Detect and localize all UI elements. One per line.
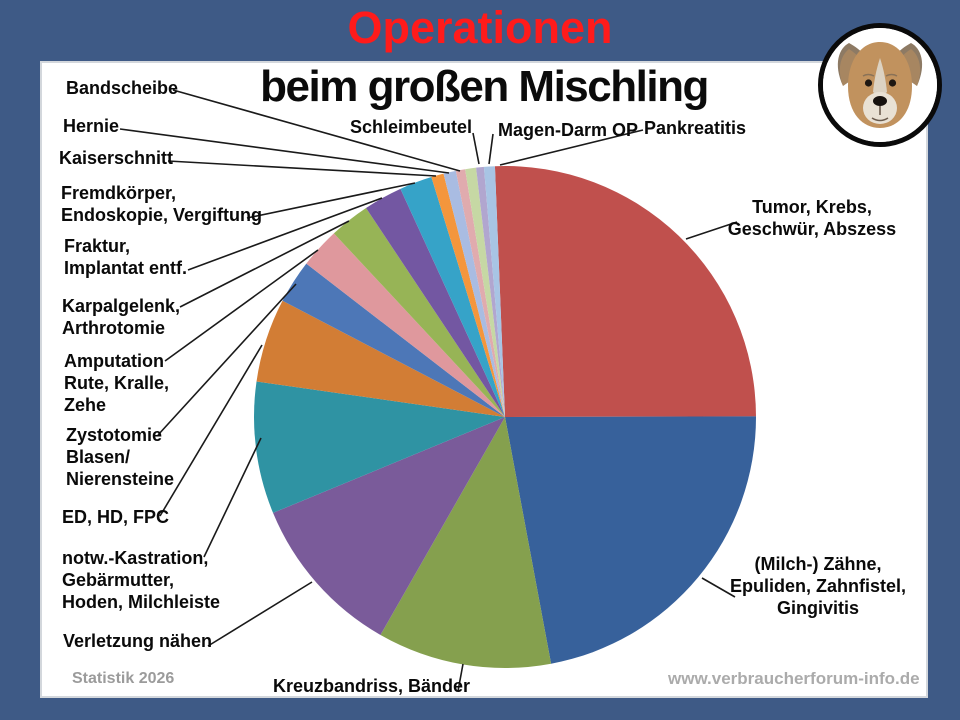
pie-slice-schleimbeutel[interactable] [465,167,505,417]
statistic-label: Statistik 2026 [72,670,175,687]
slice-label-bandscheibe: Bandscheibe [66,78,179,98]
slice-label-magen-darm-op: Magen-Darm OP [498,120,639,140]
website-label: www.verbraucherforum-info.de [668,669,920,688]
slice-label-hernie: Hernie [63,116,120,136]
pie-slice-bandscheibe[interactable] [455,169,505,417]
slice-label-ed-hd-fpc: ED, HD, FPC [62,507,170,527]
slide-title: Operationen [347,2,613,53]
pie-slice-ed-hd-fpc[interactable] [256,300,505,417]
slice-label-kaiserschnitt: Kaiserschnitt [59,148,174,168]
pie-slice-hernie[interactable] [443,170,505,417]
pie-slice-magen-darm-op[interactable] [476,166,505,417]
slice-label-karpalgelenk: Karpalgelenk, Arthrotomie [62,296,181,338]
slice-label-verletzung-naehen: Verletzung nähen [63,631,213,651]
slice-label-zystotomie: Zystotomie Blasen/ Nierensteine [66,425,175,489]
pie-slice-tumor[interactable] [494,165,756,417]
slice-label-fremdkoerper: Fremdkörper, Endoskopie, Vergiftung [61,183,263,225]
pie-slice-fraktur[interactable] [366,188,505,417]
pie-slice-pankreatitis[interactable] [483,166,505,417]
pie-slice-kastration[interactable] [254,381,505,513]
pie-slice-verletzung-naehen[interactable] [273,417,505,635]
pie-slice-fremdkoerper[interactable] [400,177,505,417]
dog-photo [818,23,942,147]
slice-label-kreuzbandriss: Kreuzbandriss, Bänder [273,676,471,696]
slice-label-zaehne: (Milch-) Zähne, Epuliden, Zahnfistel, Gi… [729,554,906,618]
pie-slice-kreuzbandriss[interactable] [380,417,552,668]
dog-icon [823,28,937,142]
slice-label-schleimbeutel: Schleimbeutel [349,117,472,137]
pie-slice-amputation[interactable] [306,233,505,417]
slice-label-amputation: Amputation Rute, Kralle, Zehe [64,351,170,415]
slice-label-tumor: Tumor, Krebs, Geschwür, Abszess [727,197,897,239]
slice-label-kastration: notw.-Kastration, Gebärmutter, Hoden, Mi… [62,548,221,612]
slice-label-fraktur: Fraktur, Implantat entf. [64,236,188,278]
pie-slice-zaehne[interactable] [505,416,757,664]
slice-label-pankreatitis: Pankreatitis [644,118,747,138]
pie-slice-kaiserschnitt[interactable] [431,173,505,417]
